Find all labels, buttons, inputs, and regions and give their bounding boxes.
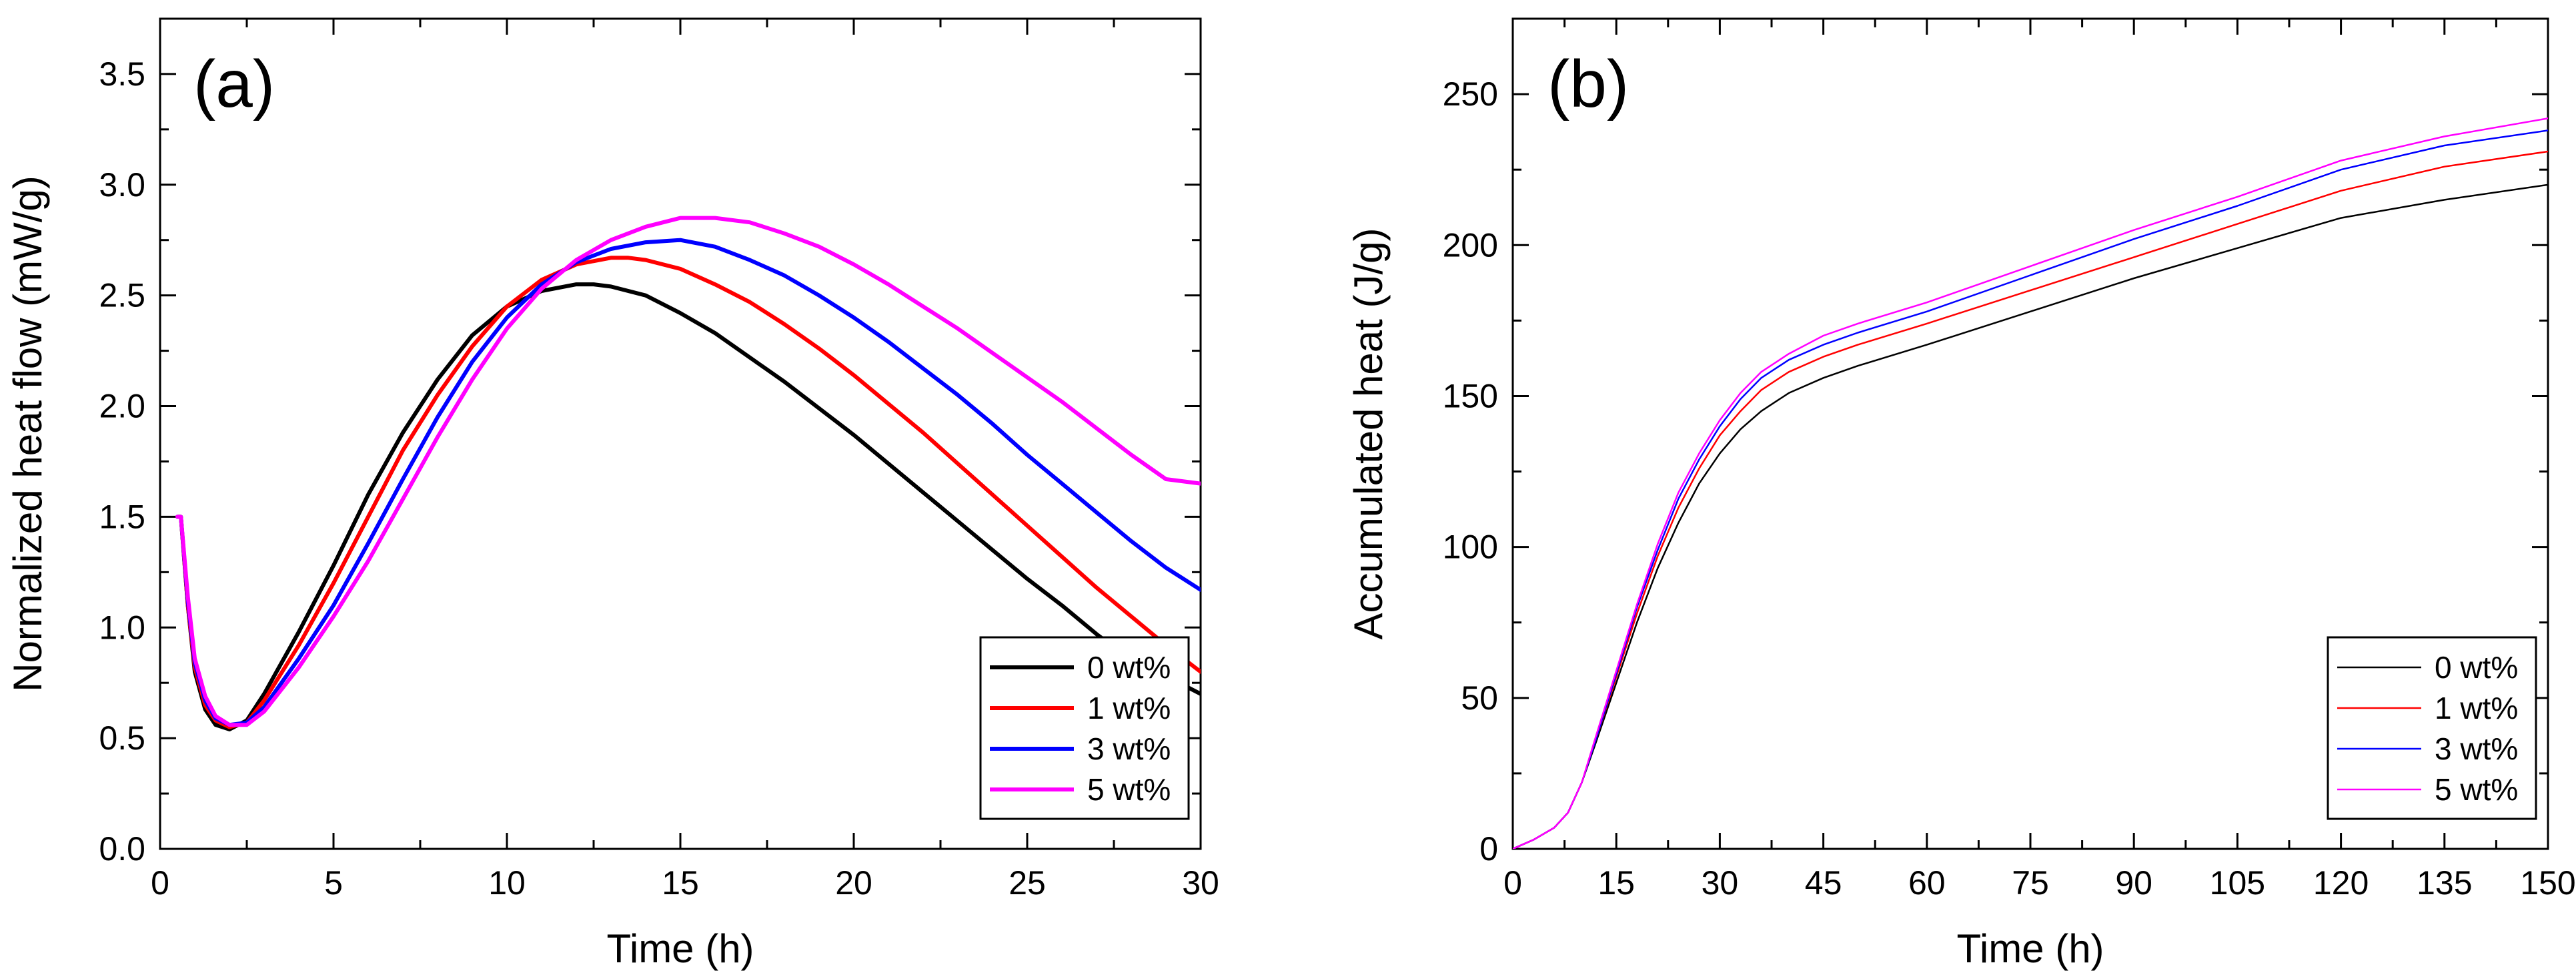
x-tick-label: 15 xyxy=(1597,864,1635,902)
legend-label: 5 wt% xyxy=(2435,772,2518,807)
panel-label: (b) xyxy=(1547,47,1629,121)
x-tick-label: 25 xyxy=(1009,864,1046,902)
y-tick-label: 2.0 xyxy=(99,388,145,425)
x-tick-label: 135 xyxy=(2417,864,2472,902)
legend-label: 0 wt% xyxy=(1087,650,1171,685)
legend-label: 3 wt% xyxy=(2435,731,2518,766)
x-axis-title: Time (h) xyxy=(606,926,754,971)
y-axis-title: Normalized heat flow (mW/g) xyxy=(5,176,50,692)
y-tick-label: 1.0 xyxy=(99,609,145,646)
x-tick-label: 105 xyxy=(2210,864,2265,902)
series-line-1wt xyxy=(175,256,1201,729)
x-tick-label: 10 xyxy=(488,864,526,902)
series-line-5wt xyxy=(1513,117,2548,849)
x-tick-label: 15 xyxy=(662,864,699,902)
series-line-5wt xyxy=(175,216,1201,727)
x-tick-label: 90 xyxy=(2115,864,2152,902)
y-tick-label: 150 xyxy=(1443,377,1498,414)
x-tick-label: 75 xyxy=(2012,864,2049,902)
x-tick-label: 120 xyxy=(2313,864,2369,902)
legend-label: 1 wt% xyxy=(1087,691,1171,725)
y-tick-label: 200 xyxy=(1443,226,1498,264)
x-tick-label: 5 xyxy=(324,864,343,902)
x-tick-label: 0 xyxy=(1503,864,1522,902)
x-tick-label: 150 xyxy=(2520,864,2575,902)
y-tick-label: 3.5 xyxy=(99,55,145,93)
y-tick-label: 50 xyxy=(1461,679,1498,717)
series-line-0wt xyxy=(175,282,1201,731)
panel-label: (a) xyxy=(193,47,275,121)
x-tick-label: 30 xyxy=(1182,864,1219,902)
y-tick-label: 100 xyxy=(1443,529,1498,566)
y-tick-label: 3.0 xyxy=(99,166,145,204)
x-axis-title: Time (h) xyxy=(1956,926,2104,971)
legend-label: 5 wt% xyxy=(1087,772,1171,807)
y-tick-label: 1.5 xyxy=(99,498,145,535)
y-tick-label: 0.5 xyxy=(99,719,145,757)
y-tick-label: 2.5 xyxy=(99,277,145,314)
x-tick-label: 45 xyxy=(1805,864,1842,902)
y-tick-label: 0.0 xyxy=(99,830,145,868)
x-tick-label: 30 xyxy=(1702,864,1739,902)
legend-label: 1 wt% xyxy=(2435,691,2518,725)
x-tick-label: 60 xyxy=(1908,864,1946,902)
x-tick-label: 20 xyxy=(835,864,872,902)
legend-label: 3 wt% xyxy=(1087,731,1171,766)
x-tick-label: 0 xyxy=(151,864,169,902)
y-tick-label: 250 xyxy=(1443,75,1498,113)
legend-label: 0 wt% xyxy=(2435,650,2518,685)
y-axis-title: Accumulated heat (J/g) xyxy=(1346,228,1391,640)
y-tick-label: 0 xyxy=(1479,830,1498,868)
